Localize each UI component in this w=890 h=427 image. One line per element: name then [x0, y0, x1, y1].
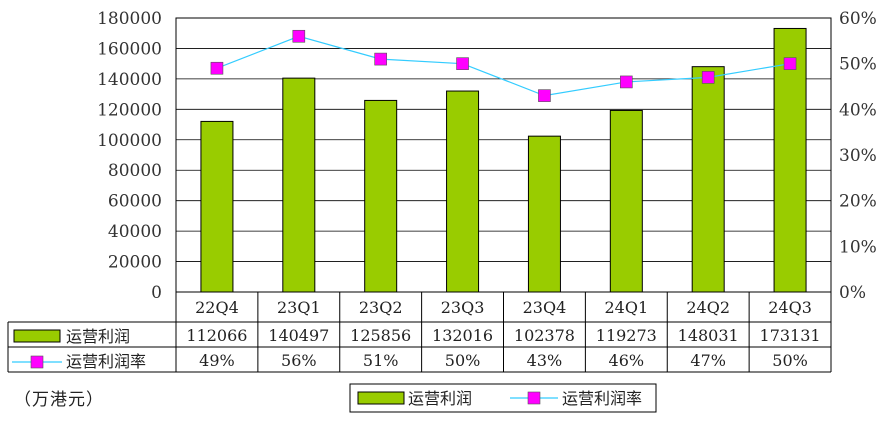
unit-note: （万港元）	[14, 390, 104, 410]
left-tick-label: 40000	[108, 222, 162, 242]
left-tick-label: 160000	[97, 39, 162, 59]
left-tick-label: 80000	[108, 161, 162, 181]
bar	[527, 135, 561, 293]
table-cell: 46%	[609, 351, 645, 370]
row-key-bar	[13, 329, 61, 343]
table-cell: 125856	[350, 326, 411, 345]
table-cell: 43%	[527, 351, 563, 370]
right-tick-label: 30%	[839, 146, 877, 166]
table-cell: 140497	[268, 326, 329, 345]
bar	[200, 120, 234, 293]
legend: 运营利润 运营利润率	[349, 383, 657, 413]
left-tick-label: 0	[151, 283, 162, 303]
bar	[364, 99, 398, 293]
table-cell: 112066	[186, 326, 247, 345]
table-cell: 50%	[445, 351, 481, 370]
bar	[773, 27, 807, 293]
left-tick-label: 120000	[97, 100, 162, 120]
table-cell: 56%	[281, 351, 317, 370]
row-key-marker	[30, 355, 44, 369]
table-cell: 102378	[514, 326, 575, 345]
line-marker	[701, 71, 715, 84]
line-marker	[374, 52, 387, 66]
line-marker	[538, 89, 551, 102]
table-cell: 148031	[678, 326, 739, 345]
bar	[282, 77, 316, 293]
plot-area-border	[175, 17, 832, 293]
category-label: 22Q4	[195, 298, 239, 317]
left-tick-label: 100000	[97, 131, 162, 151]
left-tick-labels: 180000 160000 140000 120000 100000 80000 60000…	[97, 9, 162, 303]
right-tick-label: 20%	[839, 192, 877, 212]
table-cell: 119273	[596, 326, 657, 345]
row-header: 运营利润率	[66, 352, 146, 371]
line-marker	[210, 61, 224, 75]
left-tick-label: 20000	[108, 253, 162, 273]
right-tick-label: 40%	[839, 100, 877, 120]
line-marker	[456, 57, 469, 70]
bar	[691, 66, 725, 293]
category-label: 24Q1	[604, 298, 648, 317]
left-tick-label: 140000	[97, 70, 162, 90]
row-header: 运营利润	[66, 327, 130, 346]
category-label: 24Q3	[768, 298, 812, 317]
category-label: 24Q2	[686, 298, 730, 317]
category-label: 23Q4	[523, 298, 567, 317]
series-line	[216, 35, 791, 97]
bar-series	[200, 27, 807, 293]
axes	[175, 17, 832, 293]
table-cell: 132016	[432, 326, 493, 345]
legend-label: 运营利润率	[562, 389, 642, 408]
table-cell: 51%	[363, 351, 399, 370]
category-label: 23Q1	[277, 298, 321, 317]
legend-label: 运营利润	[408, 389, 472, 408]
right-tick-label: 50%	[839, 55, 877, 75]
table-cell: 47%	[690, 351, 726, 370]
legend-marker-swatch	[527, 391, 541, 405]
category-label: 23Q3	[441, 298, 485, 317]
right-tick-label: 10%	[839, 237, 877, 257]
left-tick-label: 60000	[108, 192, 162, 212]
bar	[609, 109, 643, 293]
right-tick-labels: 60% 50% 40% 30% 20% 10% 0%	[839, 9, 877, 303]
table-cell: 49%	[199, 351, 235, 370]
bar	[446, 90, 480, 293]
data-table: 22Q4 23Q1 23Q2 23Q3 23Q4 24Q1 24Q2 24Q3 112066 14…	[7, 292, 832, 373]
line-marker	[292, 29, 306, 43]
right-tick-label: 60%	[839, 9, 877, 29]
category-label: 23Q2	[359, 298, 403, 317]
right-tick-label: 0%	[839, 283, 866, 303]
grid-lines	[176, 17, 831, 293]
table-cell: 50%	[772, 351, 808, 370]
left-tick-label: 180000	[97, 9, 162, 29]
line-marker	[620, 75, 633, 89]
line-marker	[783, 57, 797, 70]
legend-bar-swatch	[357, 391, 405, 405]
line-series	[210, 29, 797, 102]
table-cell: 173131	[760, 326, 821, 345]
